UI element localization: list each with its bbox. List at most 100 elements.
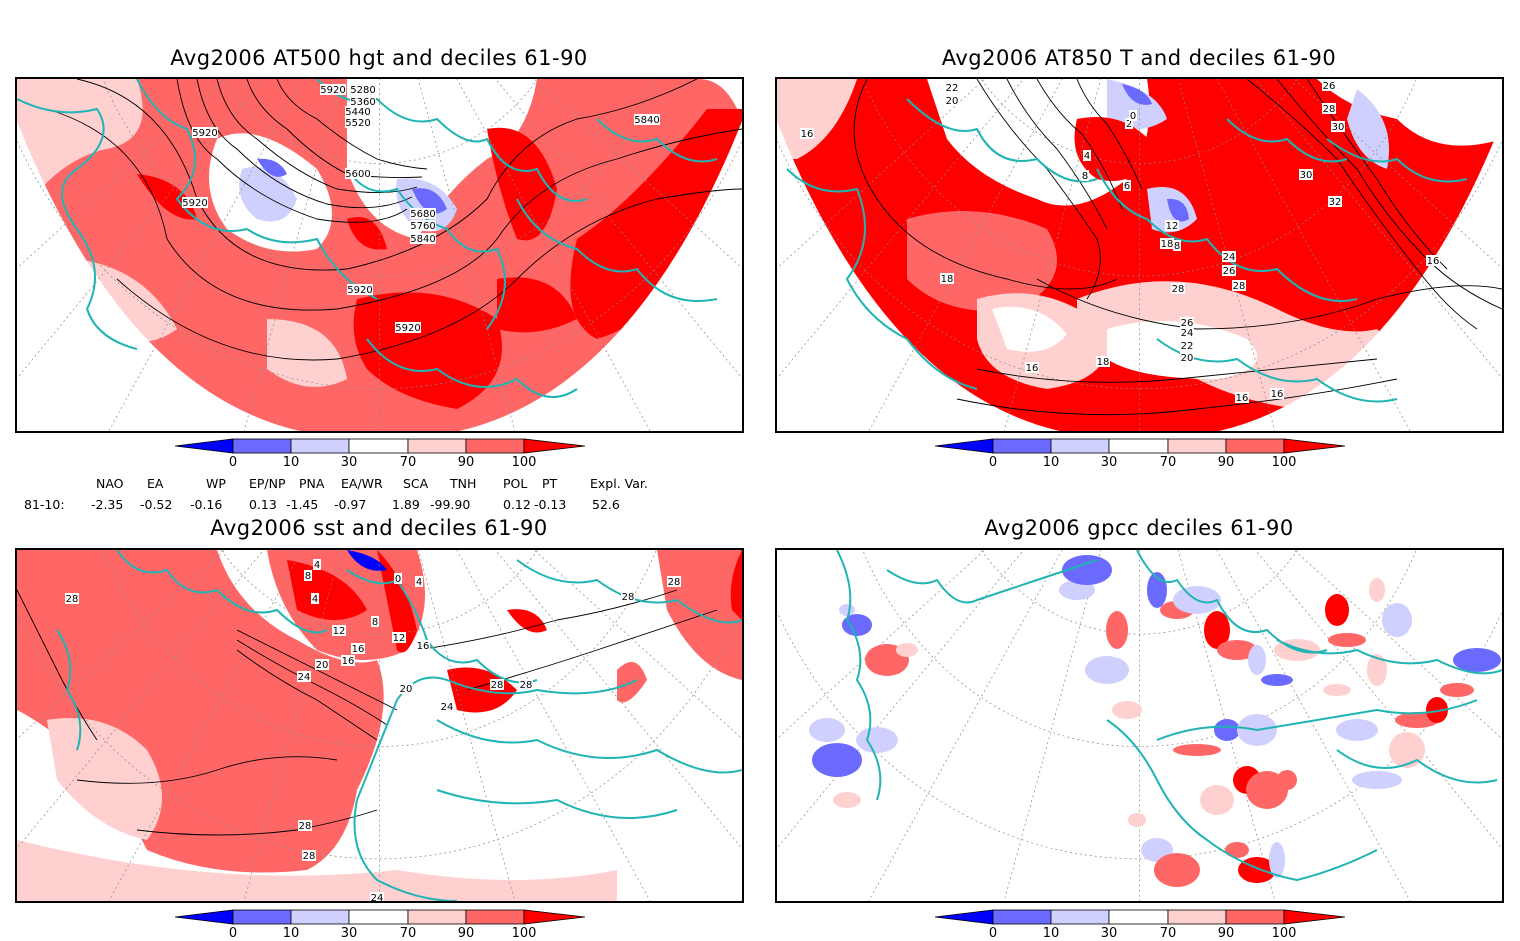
contour-line (1076, 79, 1143, 190)
contour-label: 24 (371, 893, 384, 901)
colorbar-tick-label: 90 (457, 926, 475, 941)
panel-title-hgt: Avg2006 AT500 hgt and deciles 61-90 (170, 46, 588, 70)
precip-decile-patch (833, 792, 861, 808)
contour-label: 28 (622, 592, 635, 603)
contour-label: 28 (1233, 281, 1246, 292)
colorbar-strip (175, 909, 585, 925)
colorbar-tick-label: 100 (511, 455, 537, 470)
colorbar-swatch-90-100 (465, 909, 525, 925)
colorbar-swatch-above-100 (1283, 909, 1345, 925)
precip-decile-patch (1261, 674, 1293, 686)
contour-label: 6 (1124, 181, 1130, 192)
decile-shading (1074, 117, 1157, 181)
colorbar-tick-label: 90 (1217, 455, 1235, 470)
colorbar-swatch-above-100 (523, 438, 585, 454)
contour-label: 0 (395, 574, 401, 585)
contour-label: 5520 (345, 118, 370, 129)
coastline (136, 79, 378, 300)
panel-title-gpcc: Avg2006 gpcc deciles 61-90 (984, 516, 1294, 540)
colorbar-swatch-below-0 (935, 438, 994, 454)
contour-label: 30 (1300, 170, 1313, 181)
index-header: SCA (403, 476, 429, 491)
coastline (436, 719, 742, 774)
colorbar-swatch-90-100 (465, 438, 525, 454)
contour-label: 5920 (395, 323, 420, 334)
colorbar-tick-label: 70 (399, 455, 417, 470)
contour-line (236, 649, 378, 741)
precip-decile-patch (1426, 697, 1448, 723)
map-panel-gpcc (775, 548, 1504, 903)
panel-title-sst: Avg2006 sst and deciles 61-90 (210, 516, 548, 540)
index-header: TNH (450, 476, 477, 491)
contour-line (1276, 79, 1502, 310)
decile-shading (347, 217, 387, 250)
colorbar-swatch-above-100 (1283, 438, 1345, 454)
contour-label: 18 (941, 274, 954, 285)
colorbar-tick-label: 0 (228, 455, 238, 470)
coastlines (56, 550, 742, 901)
colorbar-strip (935, 438, 1345, 454)
index-header: POL (503, 476, 528, 491)
colorbar-swatch-30-70 (1108, 438, 1169, 454)
colorbar-3: 0 10 30 70 90 100 (175, 909, 585, 941)
colorbar-tick-label: 10 (1042, 455, 1060, 470)
contour-label: 5600 (345, 169, 370, 180)
contour-line (1006, 79, 1108, 230)
colorbar-tick-label: 0 (228, 926, 238, 941)
colorbar-1: 0 10 30 70 90 100 (175, 438, 585, 472)
coastline (1106, 719, 1378, 881)
contour-label: 5920 (192, 128, 217, 139)
decile-shading (267, 319, 347, 387)
colorbar-tick-label: 100 (1271, 455, 1297, 470)
coastline (1156, 699, 1478, 741)
index-header: Expl. Var. (590, 476, 648, 491)
colorbar-swatch-10-30 (290, 909, 350, 925)
contour-label: 28 (520, 680, 533, 691)
precip-decile-patch (896, 643, 918, 657)
contour-label: 16 (1271, 389, 1284, 400)
contour-line (1036, 278, 1502, 330)
index-value: 52.6 (592, 497, 620, 512)
decile-shading (347, 550, 387, 571)
colorbar-swatch-0-10 (232, 438, 292, 454)
precip-decile-patch (1248, 645, 1266, 675)
colorbar-swatch-90-100 (1225, 438, 1285, 454)
map-gpcc (777, 550, 1502, 901)
precip-decile-patch (1352, 771, 1402, 789)
contour-line (196, 79, 413, 209)
decile-shading (1347, 89, 1389, 169)
precip-decile-patch (1369, 578, 1385, 602)
contour-line (236, 639, 388, 726)
contour-label: 16 (342, 656, 355, 667)
contour-line (76, 756, 338, 784)
precip-decile-patch (1328, 633, 1366, 647)
colorbar-swatch-0-10 (232, 909, 292, 925)
precip-decile-patch (1154, 853, 1200, 887)
contours (853, 79, 1502, 416)
contour-label: 24 (1223, 252, 1236, 263)
coastline (516, 198, 718, 302)
colorbar-swatch-0-10 (992, 909, 1052, 925)
contour-label: 16 (417, 641, 430, 652)
precip-decile-patch (1367, 654, 1387, 686)
precip-decile-patch (1440, 683, 1474, 697)
contour-label: 4 (416, 577, 422, 588)
contour-label: 24 (298, 672, 311, 683)
contour-line (76, 79, 698, 271)
precip-decile-patch (1277, 770, 1297, 790)
contour-line (116, 188, 742, 361)
decile-shading (347, 79, 537, 239)
precip-decile-patch (1225, 842, 1249, 858)
teleconnection-index-table: NAO EA WP EP/NP PNA EA/WR SCA TNH POL PT… (0, 474, 760, 514)
index-header: EA/WR (341, 476, 383, 491)
contour-label: 4 (312, 594, 318, 605)
contour-label: 8 (372, 617, 378, 628)
coastline (356, 676, 638, 801)
contours (17, 589, 718, 836)
contour-label: 18 (1097, 357, 1110, 368)
coastline (436, 789, 678, 819)
coastline (1336, 749, 1498, 784)
contour-label: 18 (1161, 239, 1174, 250)
